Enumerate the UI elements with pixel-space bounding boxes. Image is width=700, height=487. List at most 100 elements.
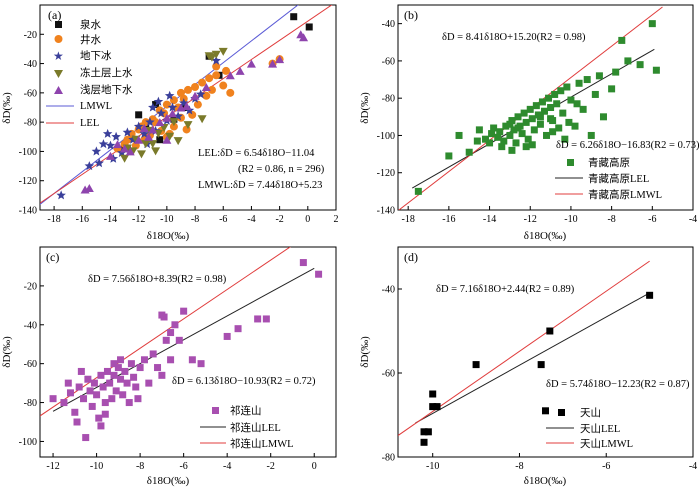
panel-a-ylabel: δD(‰) xyxy=(1,92,13,124)
panel-d-data-points xyxy=(420,291,654,446)
data-point xyxy=(429,403,437,411)
data-point xyxy=(546,327,554,335)
data-point xyxy=(141,140,151,149)
data-point xyxy=(91,146,102,156)
data-point xyxy=(197,115,207,124)
data-point xyxy=(90,379,98,387)
data-point xyxy=(512,139,520,147)
fit-line-lel xyxy=(415,292,650,424)
data-point xyxy=(494,133,502,141)
data-point xyxy=(122,127,133,137)
data-point xyxy=(56,190,66,200)
data-point xyxy=(571,122,579,130)
data-point xyxy=(86,387,94,395)
data-point xyxy=(618,36,626,44)
data-point xyxy=(66,389,74,397)
x-tick-label: -16 xyxy=(442,214,455,225)
data-point xyxy=(475,126,483,134)
legend-item-qtp-lmwl: 青藏高原LMWL xyxy=(555,188,662,201)
svg-text:地下冰: 地下冰 xyxy=(80,49,112,62)
data-point xyxy=(121,367,129,375)
data-point xyxy=(579,105,587,113)
panel-a-frame xyxy=(39,4,337,211)
data-point xyxy=(169,122,178,131)
data-point xyxy=(424,428,432,436)
x-tick-label: -14 xyxy=(483,214,496,225)
data-point xyxy=(117,356,125,364)
panel-c-lmwl-equation: δD = 7.56δ18O+8.39(R2 = 0.98) xyxy=(88,274,227,285)
data-point xyxy=(500,137,508,145)
panel-a-axis-ticks: -18 -16 -14 -12 -10 -8 -6 -4 -2 0 2-140-120-100-80… xyxy=(19,30,339,225)
panel-d-lmwl-equation: δD = 7.16δ18O+2.44(R2 = 0.89) xyxy=(436,284,575,295)
panel-a-data-points xyxy=(56,13,313,200)
y-tick-label: -100 xyxy=(377,131,395,142)
data-point xyxy=(167,329,175,337)
data-point xyxy=(125,399,133,407)
legend-item-tianshan: 天山 xyxy=(558,407,601,419)
data-point xyxy=(624,57,632,65)
x-tick-label: -12 xyxy=(132,214,145,225)
data-point xyxy=(133,121,144,131)
svg-text:LEL: LEL xyxy=(80,118,99,129)
x-tick-label: -6 xyxy=(219,214,227,225)
data-point xyxy=(123,135,132,144)
y-tick-label: -80 xyxy=(24,118,37,129)
data-point xyxy=(114,364,122,372)
data-point xyxy=(524,135,532,143)
data-point xyxy=(128,134,138,144)
data-point xyxy=(88,402,96,410)
data-point xyxy=(173,111,183,121)
data-point xyxy=(540,107,548,115)
data-point xyxy=(262,315,270,323)
x-tick-label: -18 xyxy=(47,214,60,225)
legend-item-qtp-lel: 青藏高原LEL xyxy=(555,172,649,185)
svg-text:青藏高原: 青藏高原 xyxy=(588,156,630,169)
data-point xyxy=(549,128,557,136)
data-point xyxy=(165,132,175,141)
y-tick-label: -40 xyxy=(382,19,395,30)
data-point xyxy=(182,125,191,134)
x-tick-label: -6 xyxy=(179,461,187,472)
x-tick-label: -18 xyxy=(402,214,415,225)
svg-text:祁连山LMWL: 祁连山LMWL xyxy=(230,437,294,450)
svg-text:天山LEL: 天山LEL xyxy=(580,423,620,435)
data-point xyxy=(136,364,144,372)
x-tick-label: -16 xyxy=(76,214,89,225)
data-point xyxy=(510,126,518,134)
data-point xyxy=(455,131,463,139)
data-point xyxy=(77,367,85,375)
data-point xyxy=(95,414,103,422)
x-tick-label: -4 xyxy=(689,461,697,472)
y-tick-label: -40 xyxy=(382,285,395,296)
data-point xyxy=(134,395,142,403)
x-tick-label: -2 xyxy=(267,461,275,472)
legend-item-lel: LEL xyxy=(46,118,99,129)
data-point xyxy=(169,118,179,127)
data-point xyxy=(105,140,116,150)
data-point xyxy=(225,71,235,80)
data-point xyxy=(180,307,188,315)
data-point xyxy=(486,139,494,147)
data-point xyxy=(179,98,189,108)
data-point xyxy=(155,118,165,127)
panel-d-xlabel: δ18O(‰) xyxy=(524,475,567,487)
data-point xyxy=(420,428,428,436)
panel-a-lel-equation: LEL:δD = 6.54δ18O−11.04 xyxy=(198,148,315,159)
panel-c-legend: 祁连山 祁连山LEL 祁连山LMWL xyxy=(200,404,294,450)
data-point xyxy=(218,47,228,56)
fit-line-lel xyxy=(52,267,315,412)
data-point xyxy=(542,407,549,415)
y-tick-label: -40 xyxy=(24,320,37,331)
data-point xyxy=(433,403,441,411)
data-point xyxy=(268,59,278,68)
panel-d-lel-equation: δD = 5.74δ18O−12.23(R2 = 0.87) xyxy=(546,379,690,390)
data-point xyxy=(207,85,216,94)
y-tick-label: -140 xyxy=(19,206,37,217)
data-point xyxy=(160,313,168,321)
data-point xyxy=(508,146,516,154)
data-point xyxy=(518,130,526,138)
data-point xyxy=(167,102,178,112)
svg-text:★: ★ xyxy=(53,49,64,63)
data-point xyxy=(305,23,313,31)
data-point xyxy=(528,141,536,149)
